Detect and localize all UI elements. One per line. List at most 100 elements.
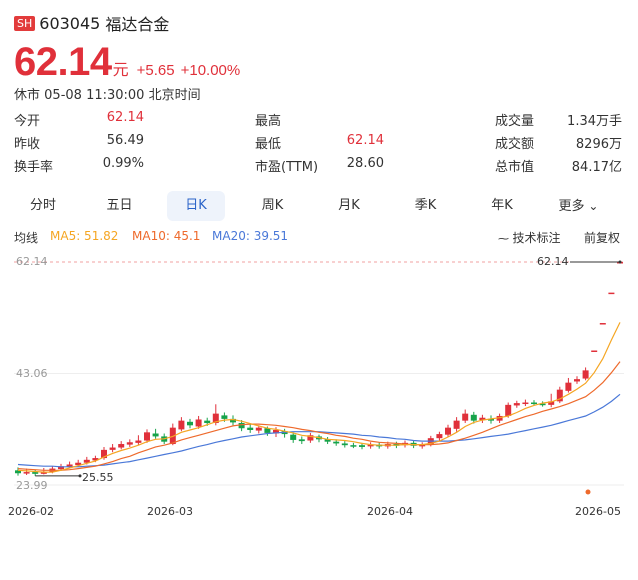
ma5-value: MA5: 51.82 (50, 229, 119, 243)
candle-body (273, 429, 279, 434)
adjust-toggle[interactable]: 前复权 (584, 231, 621, 245)
candle-body (445, 427, 451, 435)
tab-period-label: 周K (261, 198, 284, 213)
tab-period-label: 日K (185, 198, 207, 213)
kline-chart[interactable]: 62.14 43.06 23.99 2026-02 2026-03 2026-0… (0, 250, 638, 530)
min-price-dot (78, 474, 82, 478)
candle-body (367, 444, 374, 447)
event-marker-dot (585, 489, 591, 495)
candle-body (66, 464, 73, 467)
tab-period[interactable]: 季K (397, 191, 455, 221)
current-price: 62.14 (14, 40, 112, 84)
candle-body (152, 433, 159, 437)
stat-value: 8296万 (575, 137, 622, 152)
candle-body (599, 323, 606, 325)
stat-label: 最低 (255, 137, 282, 152)
tab-period[interactable]: 分时 (14, 191, 72, 221)
candle-body (238, 422, 245, 429)
stat-label: 成交量 (495, 114, 535, 129)
price-change: +5.65 (136, 62, 175, 79)
annotation-icon: ⁓ (498, 232, 513, 245)
candle-body (436, 434, 443, 439)
candle-body (307, 435, 314, 441)
market-badge: SH (14, 15, 36, 31)
candle-body (548, 401, 555, 405)
candle-body (539, 403, 546, 406)
ma20-value: MA20: 39.51 (212, 229, 289, 243)
candle-body (135, 440, 142, 443)
candle-body (212, 413, 219, 423)
y-tick-label: 62.14 (16, 255, 48, 268)
ma20-line (17, 393, 621, 468)
tab-period[interactable]: 日K (167, 191, 225, 221)
candle-body (255, 427, 262, 431)
candle-body (505, 404, 512, 416)
candle-body (608, 292, 615, 295)
tab-period[interactable]: 更多 ⌄ (550, 191, 608, 221)
stat-label: 成交额 (495, 137, 535, 152)
y-tick-label: 23.99 (16, 479, 48, 492)
y-tick-label: 43.06 (16, 367, 48, 380)
price-change-pct: +10.00% (180, 62, 241, 79)
tech-annotation-button[interactable]: ⁓ 技术标注 (498, 229, 561, 246)
candle-body (83, 459, 90, 463)
period-tabs: 分时 五日 日K 周K 月K 季K 年K 更多 ⌄ (14, 191, 626, 221)
candle-body (230, 418, 236, 423)
tab-period-label: 月K (338, 198, 360, 213)
stat-label: 昨收 (14, 137, 41, 152)
candle-body (109, 447, 116, 450)
candle-body (582, 370, 589, 379)
candle-body (290, 434, 297, 440)
candle-body (574, 379, 580, 382)
candle-body (470, 414, 477, 421)
ma-legend: 均线 MA5: 51.82 MA10: 45.1 MA20: 39.51 ⁓ 技… (14, 229, 626, 247)
candle-body (522, 402, 529, 405)
stock-code: 603045 (39, 13, 101, 33)
stat-label: 换手率 (14, 160, 54, 175)
tab-period-label: 分时 (29, 198, 56, 213)
candle-body (298, 439, 305, 442)
min-price-label: 25.55 (82, 471, 114, 484)
max-price-label: 62.14 (537, 255, 569, 268)
stat-label: 市盈(TTM) (255, 160, 319, 175)
candle-body (195, 419, 202, 427)
stats-row: 换手率 0.99% 市盈(TTM) 28.60 总市值 84.17亿 (14, 156, 624, 178)
candle-body (264, 428, 271, 433)
tab-period-label: 年K (491, 198, 513, 213)
max-price-dot (618, 260, 622, 264)
candle-body (333, 441, 340, 444)
price-row: 62.14 元 +5.65 +10.00% (14, 40, 240, 84)
tab-period[interactable]: 月K (320, 191, 378, 221)
ma10-value: MA10: 45.1 (132, 229, 201, 243)
tech-annotation-label: 技术标注 (512, 231, 561, 245)
x-tick-label: 2026-04 (367, 505, 413, 518)
candle-body (350, 445, 357, 447)
market-time: 05-08 11:30:00 北京时间 (44, 88, 201, 103)
tab-period[interactable]: 周K (244, 191, 302, 221)
x-tick-label: 2026-03 (147, 505, 193, 518)
ma5-line (17, 322, 621, 473)
price-unit: 元 (112, 60, 129, 79)
candle-body (591, 350, 598, 352)
tab-period-label: 更多 (558, 199, 585, 214)
candle-body (513, 403, 520, 406)
candle-body (126, 442, 133, 445)
candle-body (247, 427, 254, 430)
candle-body (453, 420, 460, 429)
tab-period[interactable]: 年K (473, 191, 531, 221)
candle-body (204, 420, 211, 423)
tab-period[interactable]: 五日 (91, 191, 149, 221)
stat-value: 0.99% (102, 156, 144, 171)
x-tick-label: 2026-02 (8, 505, 54, 518)
kline-svg (14, 260, 624, 495)
stat-value: 56.49 (106, 133, 144, 148)
stat-value: 62.14 (106, 110, 144, 125)
candle-body (101, 449, 107, 459)
candle-body (341, 443, 348, 446)
candle-body (23, 472, 30, 474)
candle-body (178, 420, 185, 430)
candle-body (488, 418, 494, 421)
stats-row: 今开 62.14 最高 成交量 1.34万手 (14, 110, 624, 132)
stat-label: 最高 (255, 114, 282, 129)
stat-value: 84.17亿 (571, 160, 622, 175)
